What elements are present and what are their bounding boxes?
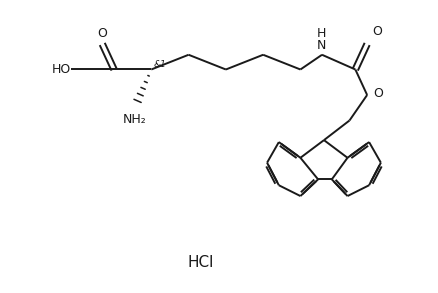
- Text: H: H: [316, 27, 326, 40]
- Text: N: N: [316, 39, 326, 52]
- Text: O: O: [372, 25, 382, 38]
- Text: O: O: [97, 27, 107, 40]
- Text: HCl: HCl: [187, 255, 214, 270]
- Text: HO: HO: [52, 63, 71, 76]
- Text: &1: &1: [153, 59, 166, 69]
- Text: O: O: [373, 86, 383, 100]
- Text: NH₂: NH₂: [123, 113, 146, 126]
